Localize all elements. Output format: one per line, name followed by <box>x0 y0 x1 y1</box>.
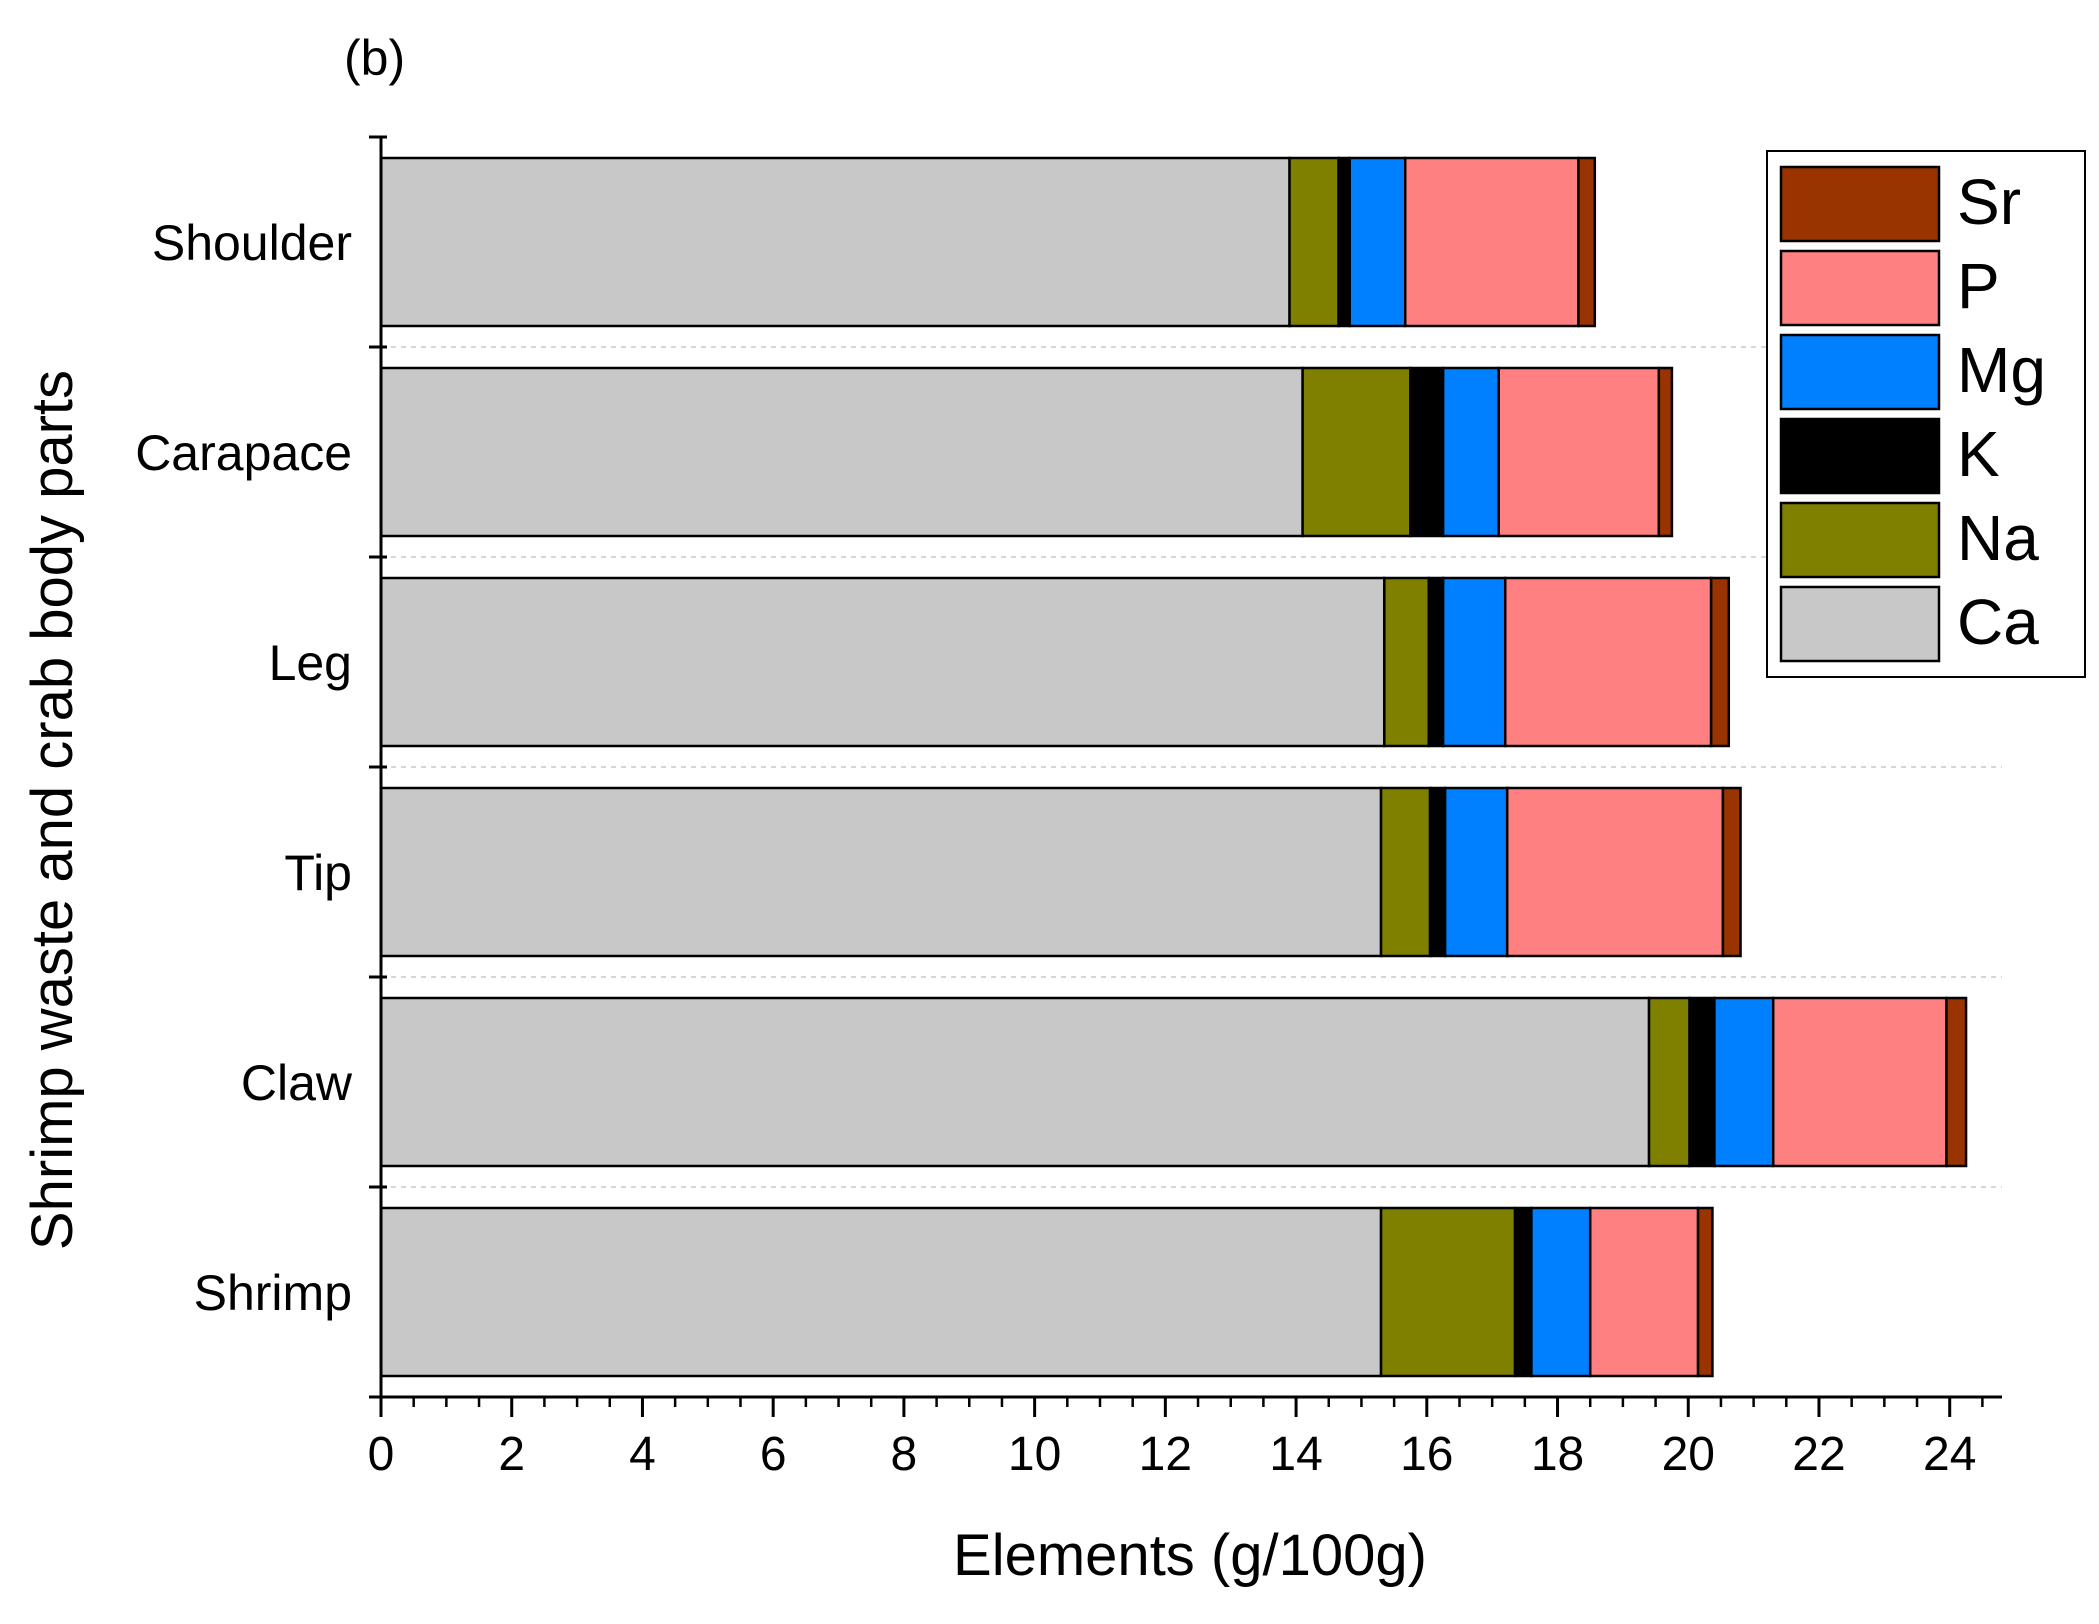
x-tick-label: 16 <box>1400 1428 1453 1481</box>
y-tick-label: Carapace <box>135 425 352 481</box>
bar-segment-shrimp-na <box>1379 1206 1517 1378</box>
x-tick-label: 10 <box>1008 1428 1061 1481</box>
y-axis-title: Shrimp waste and crab body parts <box>20 370 85 1250</box>
legend-swatch-na <box>1779 501 1941 579</box>
bar-segment-shoulder-na <box>1288 156 1340 328</box>
bar-segment-leg-p <box>1503 576 1713 748</box>
x-tick-label: 2 <box>498 1428 525 1481</box>
bar-segment-tip-p <box>1505 786 1725 958</box>
x-tick-label: 8 <box>891 1428 918 1481</box>
bar-segment-claw-mg <box>1713 996 1775 1168</box>
x-tick-label: 22 <box>1792 1428 1845 1481</box>
bar-segment-tip-ca <box>379 786 1383 958</box>
bar-segment-leg-mg <box>1441 576 1507 748</box>
bar-segment-leg-k <box>1427 576 1445 748</box>
bar-segment-shoulder-sr <box>1577 156 1597 328</box>
bar-segment-shoulder-ca <box>379 156 1291 328</box>
bar-segment-shrimp-p <box>1588 1206 1700 1378</box>
bar-segment-leg-sr <box>1709 576 1731 748</box>
y-tick-label: Shrimp <box>194 1265 352 1321</box>
bar-segment-claw-sr <box>1945 996 1968 1168</box>
legend-swatch-k <box>1779 417 1941 495</box>
legend-label-k: K <box>1957 418 2000 490</box>
x-tick-label: 4 <box>629 1428 656 1481</box>
bar-segment-carapace-mg <box>1441 366 1500 538</box>
bar-segment-shoulder-k <box>1337 156 1351 328</box>
x-tick-label: 20 <box>1662 1428 1715 1481</box>
y-tick-label: Claw <box>241 1055 353 1111</box>
bar-segment-carapace-p <box>1497 366 1661 538</box>
legend-label-mg: Mg <box>1957 334 2046 406</box>
x-tick-label: 18 <box>1531 1428 1584 1481</box>
legend-label-p: P <box>1957 250 2000 322</box>
bar-segment-leg-na <box>1383 576 1431 748</box>
bar-segment-shrimp-sr <box>1696 1206 1714 1378</box>
bar-segment-claw-ca <box>379 996 1651 1168</box>
bar-segment-shrimp-mg <box>1530 1206 1592 1378</box>
bar-segment-shrimp-k <box>1513 1206 1533 1378</box>
panel-label: (b) <box>344 30 405 86</box>
legend-label-ca: Ca <box>1957 586 2039 658</box>
x-tick-label: 6 <box>760 1428 787 1481</box>
bar-segment-claw-na <box>1647 996 1691 1168</box>
x-axis-title: Elements (g/100g) <box>953 1523 1427 1588</box>
legend-swatch-mg <box>1779 333 1941 411</box>
y-tick-label: Leg <box>269 635 352 691</box>
bar-segment-carapace-sr <box>1657 366 1674 538</box>
bar-segment-carapace-k <box>1409 366 1445 538</box>
bar-segment-tip-mg <box>1443 786 1509 958</box>
x-tick-label: 0 <box>368 1428 395 1481</box>
bar-segment-tip-na <box>1379 786 1432 958</box>
y-tick-label: Shoulder <box>152 215 352 271</box>
legend-swatch-sr <box>1779 165 1941 243</box>
x-tick-label: 12 <box>1139 1428 1192 1481</box>
bar-segment-leg-ca <box>379 576 1386 748</box>
legend-swatch-p <box>1779 249 1941 327</box>
bar-segment-claw-p <box>1771 996 1948 1168</box>
x-tick-label: 24 <box>1923 1428 1976 1481</box>
bar-segment-shrimp-ca <box>379 1206 1383 1378</box>
bar-segment-tip-k <box>1428 786 1447 958</box>
bar-segment-shoulder-p <box>1403 156 1580 328</box>
legend-label-na: Na <box>1957 502 2039 574</box>
x-tick-label: 14 <box>1269 1428 1322 1481</box>
legend-swatch-ca <box>1779 585 1941 663</box>
y-tick-label: Tip <box>284 845 352 901</box>
bar-segment-claw-k <box>1688 996 1716 1168</box>
bar-segment-carapace-ca <box>379 366 1304 538</box>
bar-segment-shoulder-mg <box>1348 156 1407 328</box>
bar-segment-tip-sr <box>1721 786 1742 958</box>
bar-segment-carapace-na <box>1301 366 1412 538</box>
legend-label-sr: Sr <box>1957 166 2021 238</box>
